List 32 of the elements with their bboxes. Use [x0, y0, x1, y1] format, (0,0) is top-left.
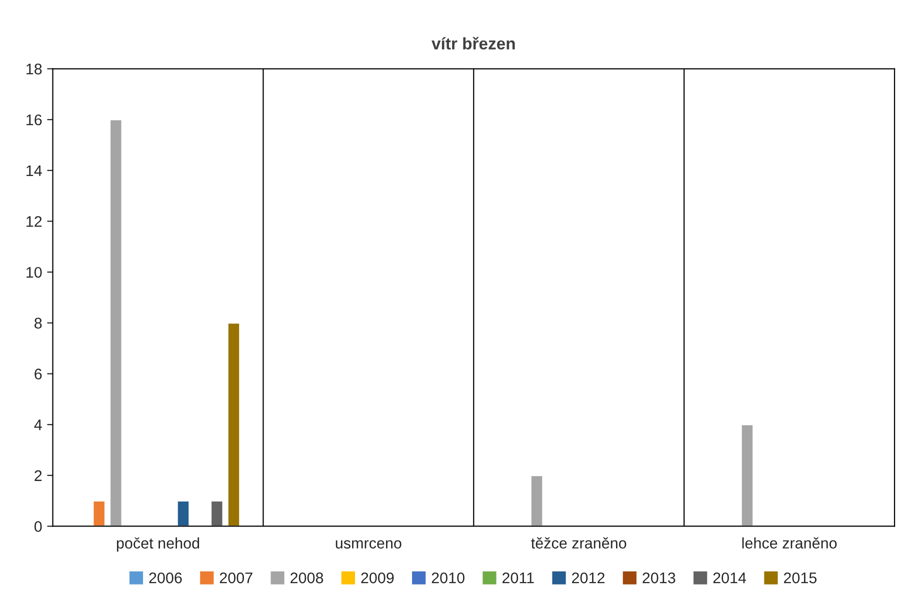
legend-label: 2012: [572, 572, 604, 584]
x-tick-label: počet nehod: [116, 537, 200, 552]
y-tick-label: 14: [26, 165, 42, 176]
legend-label: 2014: [713, 572, 746, 584]
bar: [176, 500, 190, 526]
bar: [210, 500, 224, 526]
bar: [740, 424, 754, 526]
chart-title: vítr březen: [432, 36, 515, 50]
y-tick-label: 2: [34, 470, 42, 481]
x-tick-label: usmrceno: [336, 540, 402, 549]
legend-label: 2009: [361, 572, 394, 584]
y-tick-label: 12: [26, 216, 42, 227]
legend-label: 2010: [432, 572, 464, 584]
bar: [227, 322, 241, 526]
y-tick-label: 4: [34, 420, 42, 430]
bar: [109, 118, 123, 526]
y-tick-label: 6: [34, 368, 42, 380]
legend-label: 2007: [220, 572, 252, 584]
y-tick-label: 10: [26, 266, 42, 278]
x-tick-label: lehce zraněno: [742, 537, 837, 549]
y-tick-label: 18: [26, 64, 42, 74]
legend-label: 2008: [290, 572, 324, 584]
legend-label: 2013: [642, 572, 676, 584]
y-tick-label: 16: [26, 114, 42, 126]
x-tick-label: těžce zraněno: [531, 537, 626, 549]
legend-label: 2011: [502, 572, 534, 584]
legend-label: 2006: [149, 572, 182, 584]
bar: [92, 500, 106, 526]
y-tick-label: 0: [34, 521, 42, 532]
bar: [530, 474, 544, 526]
legend-label: 2015: [784, 572, 817, 584]
y-tick-label: 8: [34, 318, 42, 329]
